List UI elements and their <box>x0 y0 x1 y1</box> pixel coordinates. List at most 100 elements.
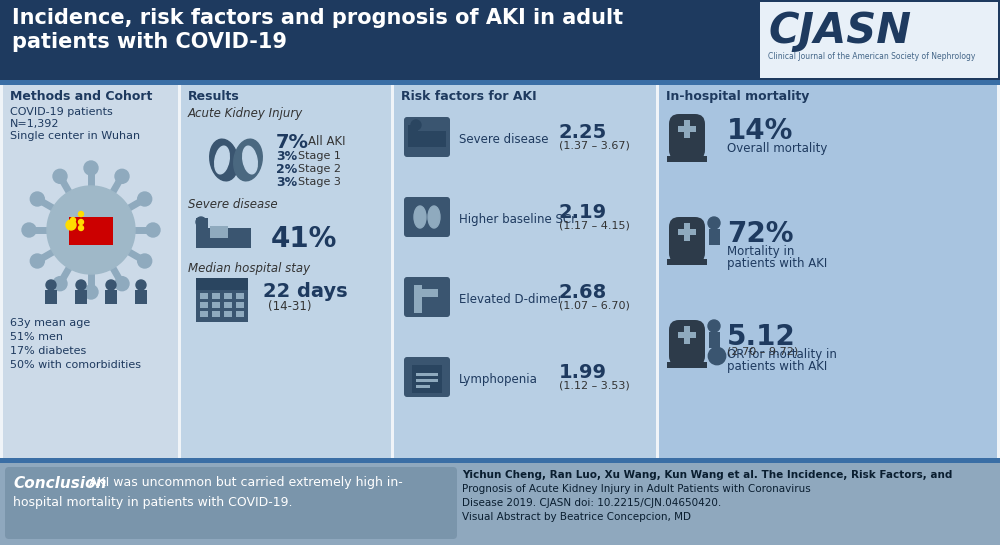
Text: Methods and Cohort: Methods and Cohort <box>10 90 152 103</box>
Circle shape <box>78 211 84 216</box>
Bar <box>236 311 244 317</box>
Bar <box>408 125 418 147</box>
Text: Acute Kidney Injury: Acute Kidney Injury <box>188 107 303 120</box>
Text: 3%: 3% <box>276 176 297 189</box>
Text: patients with AKI: patients with AKI <box>727 257 827 270</box>
FancyBboxPatch shape <box>669 217 705 263</box>
Ellipse shape <box>243 146 257 174</box>
Text: Severe disease: Severe disease <box>459 133 548 146</box>
Text: 2.19: 2.19 <box>559 203 607 222</box>
Circle shape <box>709 348 725 364</box>
Text: Mortality in: Mortality in <box>727 245 794 258</box>
Bar <box>75 290 87 304</box>
Circle shape <box>30 192 44 206</box>
Text: patients with COVID-19: patients with COVID-19 <box>12 32 287 52</box>
Text: patients with AKI: patients with AKI <box>727 360 827 373</box>
Bar <box>678 229 696 235</box>
Text: Stage 2: Stage 2 <box>298 164 341 174</box>
FancyBboxPatch shape <box>404 117 450 157</box>
Bar <box>200 293 208 299</box>
Bar <box>0 463 1000 545</box>
Bar <box>667 259 707 265</box>
Bar <box>416 385 430 388</box>
Bar <box>422 289 438 297</box>
Circle shape <box>115 277 129 290</box>
Bar <box>200 311 208 317</box>
FancyBboxPatch shape <box>5 467 457 539</box>
Circle shape <box>84 285 98 299</box>
Circle shape <box>66 220 76 230</box>
Text: CJASN: CJASN <box>768 10 911 52</box>
Text: AKI was uncommon but carried extremely high in-: AKI was uncommon but carried extremely h… <box>85 476 403 489</box>
Bar <box>659 85 997 458</box>
Bar <box>412 365 442 393</box>
Text: Risk factors for AKI: Risk factors for AKI <box>401 90 537 103</box>
Text: Lymphopenia: Lymphopenia <box>459 373 538 386</box>
Bar <box>212 293 220 299</box>
Bar <box>709 229 720 245</box>
Text: Overall mortality: Overall mortality <box>727 142 827 155</box>
Text: hospital mortality in patients with COVID-19.: hospital mortality in patients with COVI… <box>13 496 292 509</box>
Circle shape <box>78 226 84 231</box>
Bar <box>212 302 220 308</box>
Circle shape <box>138 254 152 268</box>
Text: (1.12 – 3.53): (1.12 – 3.53) <box>559 381 630 391</box>
Text: Median hospital stay: Median hospital stay <box>188 262 310 275</box>
Bar <box>667 156 707 162</box>
Bar <box>135 290 147 304</box>
Text: 2.25: 2.25 <box>559 123 607 142</box>
Circle shape <box>708 217 720 229</box>
Bar <box>709 332 720 348</box>
Text: Incidence, risk factors and prognosis of AKI in adult: Incidence, risk factors and prognosis of… <box>12 8 623 28</box>
Bar <box>181 85 391 458</box>
Text: Stage 1: Stage 1 <box>298 151 341 161</box>
Text: Results: Results <box>188 90 240 103</box>
Text: In-hospital mortality: In-hospital mortality <box>666 90 809 103</box>
Text: 22 days: 22 days <box>263 282 348 301</box>
Bar <box>0 80 1000 85</box>
Bar <box>416 379 438 382</box>
Circle shape <box>70 217 76 222</box>
Bar <box>416 373 438 376</box>
Text: Elevated D-dimer: Elevated D-dimer <box>459 293 563 306</box>
Text: Clinical Journal of the American Society of Nephrology: Clinical Journal of the American Society… <box>768 52 975 61</box>
Text: 2%: 2% <box>276 163 297 176</box>
Text: 14%: 14% <box>727 117 793 145</box>
Text: Higher baseline SCr: Higher baseline SCr <box>459 213 576 226</box>
Bar <box>0 0 1000 80</box>
Circle shape <box>196 217 206 227</box>
Bar <box>236 302 244 308</box>
Bar <box>196 278 248 322</box>
Text: (1.17 – 4.15): (1.17 – 4.15) <box>559 221 630 231</box>
FancyBboxPatch shape <box>404 357 450 397</box>
Text: (1.07 – 6.70): (1.07 – 6.70) <box>559 301 630 311</box>
Text: 41%: 41% <box>271 225 337 253</box>
Ellipse shape <box>234 139 262 181</box>
Ellipse shape <box>210 139 238 181</box>
Bar <box>196 278 248 290</box>
Circle shape <box>411 120 421 130</box>
Bar <box>678 332 696 338</box>
Text: 63y mean age: 63y mean age <box>10 318 90 328</box>
Text: 51% men: 51% men <box>10 332 63 342</box>
Text: 72%: 72% <box>727 220 794 248</box>
Bar <box>45 290 57 304</box>
Text: Disease 2019. CJASN doi: 10.2215/CJN.04650420.: Disease 2019. CJASN doi: 10.2215/CJN.046… <box>462 498 721 508</box>
Circle shape <box>46 280 56 290</box>
Text: 3%: 3% <box>276 150 297 163</box>
Bar <box>684 223 690 241</box>
Circle shape <box>76 280 86 290</box>
Circle shape <box>708 320 720 332</box>
Bar <box>105 290 117 304</box>
Text: (1.37 – 3.67): (1.37 – 3.67) <box>559 141 630 151</box>
Bar <box>684 326 690 344</box>
Circle shape <box>53 277 67 290</box>
Bar <box>408 131 446 147</box>
Bar <box>3 85 178 458</box>
Text: OR for mortality in: OR for mortality in <box>727 348 837 361</box>
Text: (14-31): (14-31) <box>268 300 312 313</box>
Bar <box>210 226 228 238</box>
Text: Stage 3: Stage 3 <box>298 177 341 187</box>
FancyBboxPatch shape <box>669 320 705 366</box>
Text: 7%: 7% <box>276 133 309 152</box>
